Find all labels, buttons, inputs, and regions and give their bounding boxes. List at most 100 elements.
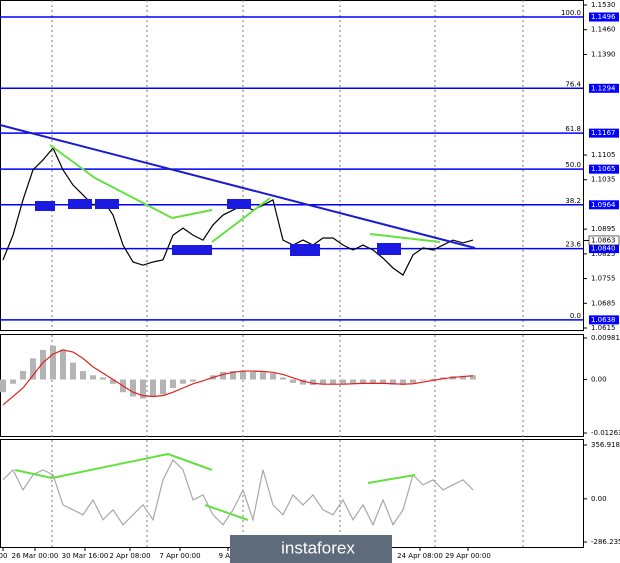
fib-level-name: 50.0 — [565, 161, 581, 169]
histogram-bar — [330, 379, 336, 384]
zone — [68, 199, 92, 209]
histogram-bar — [280, 377, 286, 380]
series-line — [2, 458, 474, 527]
x-tick-label: 24 Apr 08:00 — [397, 552, 443, 560]
histogram-bar — [360, 379, 366, 383]
zones — [35, 199, 401, 256]
cci-frame — [0, 439, 584, 548]
histogram-bar — [430, 378, 436, 380]
fib-level-name: 38.2 — [565, 197, 581, 205]
histogram-bar — [350, 379, 356, 384]
histogram-bar — [180, 379, 186, 384]
price-label: 1.1065 — [591, 165, 616, 173]
fib-level-name: 23.6 — [565, 241, 581, 249]
fib-level-name: 0.0 — [570, 312, 581, 320]
histogram-bar — [230, 371, 236, 380]
y-tick-label: 1.1105 — [591, 151, 616, 159]
price-label: 1.0964 — [591, 201, 616, 209]
annotations — [0, 124, 476, 521]
divergence-lines — [14, 144, 441, 521]
price-box — [589, 128, 619, 138]
histogram-bar — [30, 358, 36, 380]
y-tick-label: 1.0615 — [591, 324, 616, 332]
histogram-bar — [250, 371, 256, 380]
histogram-bar — [190, 379, 196, 382]
histogram-bar — [370, 379, 376, 383]
histogram-bar — [320, 379, 326, 385]
watermark-box — [230, 535, 392, 563]
y-tick-label: 0.00 — [591, 495, 607, 503]
y-tick-label: 1.0685 — [591, 299, 616, 307]
x-tick-label: 00 — [0, 552, 7, 560]
y-tick-label: -0.01263 — [591, 429, 620, 437]
divergence — [14, 469, 53, 479]
watermark-text: instaforex — [281, 538, 355, 557]
y-tick-label: 1.1460 — [591, 26, 616, 34]
histogram-bar — [220, 371, 226, 380]
y-tick-label: 1.0825 — [591, 250, 616, 258]
price-label: 1.1496 — [591, 13, 616, 21]
x-tick-label: 29 Apr 00:00 — [445, 552, 491, 560]
x-tick-label: 2 Apr 08:00 — [109, 552, 150, 560]
histogram-bar — [40, 349, 46, 380]
histogram-bar — [80, 371, 86, 380]
histogram-bar — [0, 379, 6, 393]
histogram-bar — [10, 379, 16, 384]
x-tick-label: 7 Apr 00:00 — [159, 552, 200, 560]
frames — [0, 0, 584, 548]
zone — [35, 201, 55, 211]
current-price-label: 1.0863 — [591, 236, 616, 244]
watermark: instaforex — [230, 535, 392, 563]
y-tick-label: 0.00 — [591, 376, 607, 384]
histogram-bar — [70, 362, 76, 380]
price-box — [589, 12, 619, 22]
price-label: 1.0840 — [591, 245, 616, 253]
histogram-bar — [290, 379, 296, 383]
trendline — [0, 124, 476, 249]
divergence — [49, 144, 96, 179]
fib-level-name: 100.0 — [561, 9, 581, 17]
price-box — [589, 83, 619, 93]
histogram-bar — [90, 375, 96, 380]
y-tick-label: 1.0755 — [591, 275, 616, 283]
series-line — [2, 349, 474, 406]
divergence — [171, 209, 213, 219]
zone — [290, 244, 320, 256]
y-tick-label: 1.1035 — [591, 176, 616, 184]
divergence — [369, 233, 441, 243]
price-box — [589, 315, 619, 325]
y-tick-label: 0.00981 — [591, 334, 620, 342]
divergence — [204, 504, 249, 521]
price-label: 1.0638 — [591, 316, 616, 324]
histogram-bar — [100, 377, 106, 380]
price-box — [589, 244, 619, 254]
zone — [172, 245, 212, 255]
price-box — [589, 164, 619, 174]
histogram-bar — [130, 379, 136, 397]
zone — [227, 199, 251, 209]
histogram-bar — [20, 371, 26, 380]
x-tick-label: 30 Mar 16:00 — [62, 552, 109, 560]
x-tick-label: 9 Apr — [219, 552, 238, 560]
y-tick-label: 1.1390 — [591, 50, 616, 58]
histogram-bar — [270, 373, 276, 380]
x-tick-label: 26 Mar 00:00 — [12, 552, 59, 560]
histogram-bar — [160, 379, 166, 395]
current-price-box — [588, 235, 620, 246]
histogram-bar — [260, 372, 266, 380]
histogram-bar — [50, 345, 56, 380]
histogram-bar — [170, 379, 176, 388]
histogram-bar — [390, 379, 396, 385]
y-tick-label: 356.9184 — [591, 441, 620, 449]
macd-frame — [0, 334, 584, 437]
histogram-bar — [460, 375, 466, 380]
histogram-bar — [470, 375, 476, 380]
y-tick-label: 1.0895 — [591, 225, 616, 233]
price-frame — [0, 0, 584, 331]
price-box — [589, 200, 619, 210]
fib-level-name: 61.8 — [565, 125, 581, 133]
divergence — [167, 453, 213, 471]
divergence — [51, 453, 169, 479]
